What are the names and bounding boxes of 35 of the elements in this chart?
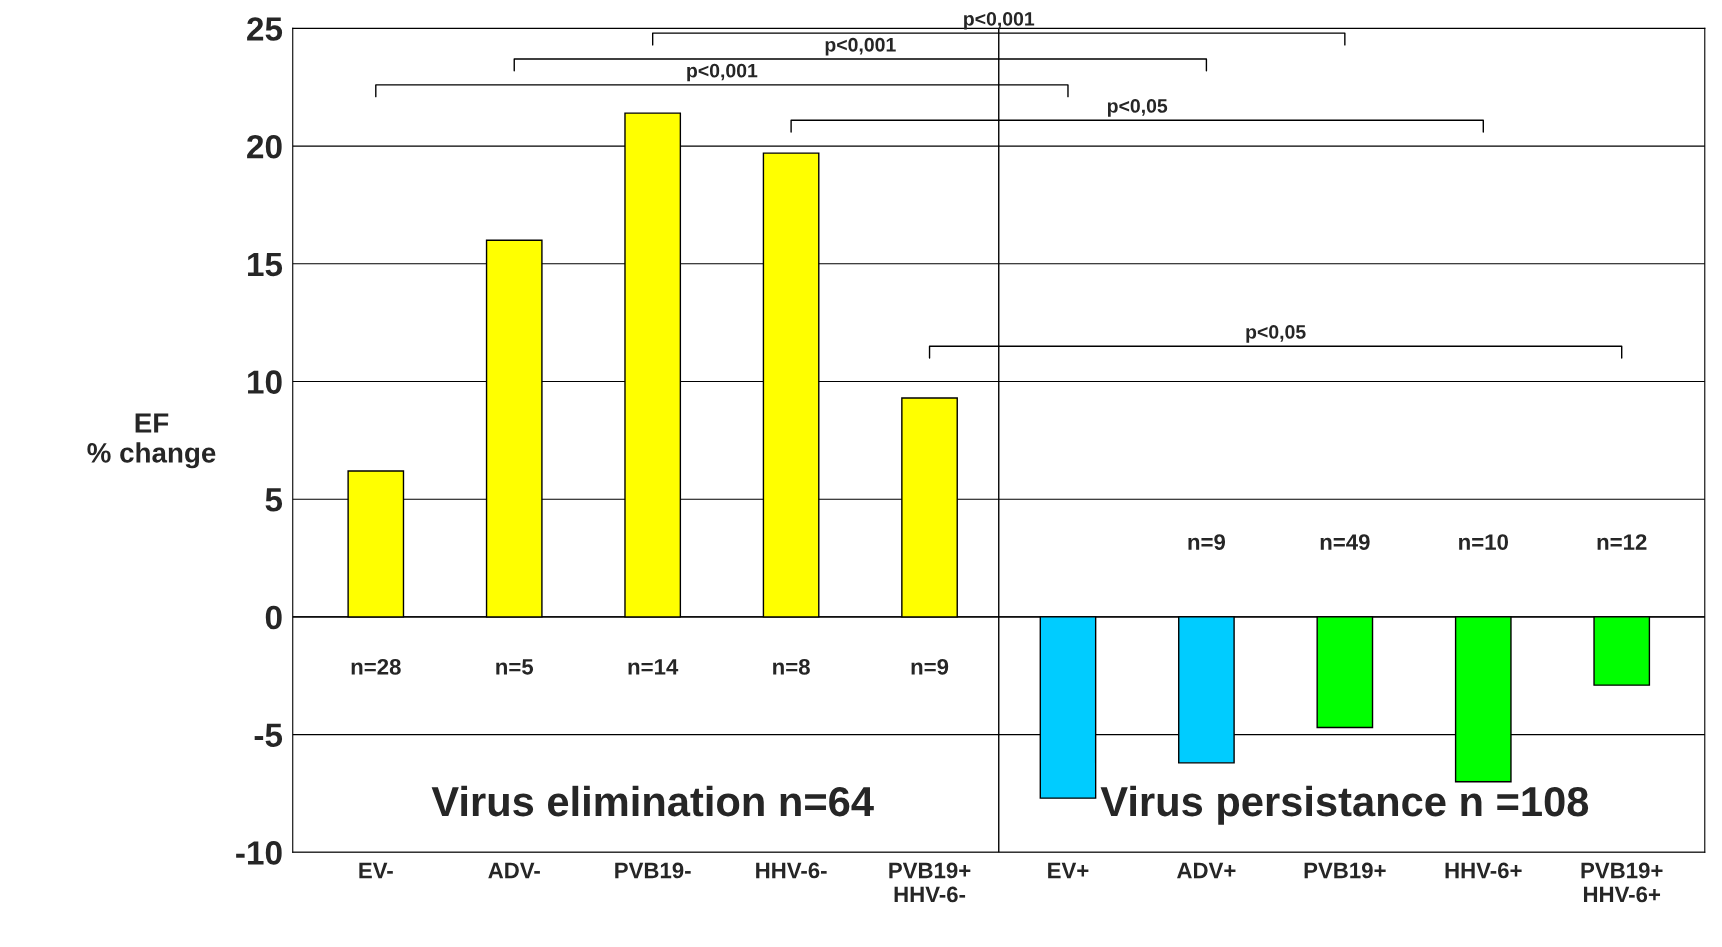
x-tick-label: ADV+: [1177, 862, 1236, 879]
x-tick-label: HHV-6-: [756, 862, 827, 879]
y-tick-label: 15: [248, 252, 283, 277]
y-tick-label: 10: [248, 370, 282, 394]
y-tick-label: 5: [265, 488, 283, 512]
x-tick-label: PVB19+: [1304, 862, 1386, 879]
x-tick-label: EV+: [1048, 862, 1089, 879]
y-axis-title: EF % change: [87, 413, 216, 469]
x-tick-label: PVB19-: [615, 862, 691, 879]
annotation: p<0,05: [1246, 325, 1306, 343]
annotation: n=8: [773, 658, 810, 675]
annotation: n=5: [496, 659, 534, 675]
annotation: n=9: [1188, 534, 1226, 550]
y-tick-label: 25: [247, 17, 283, 41]
y-tick-label: 20: [247, 134, 282, 159]
annotation: p<0,001: [825, 37, 896, 56]
x-tick-label: PVB19+ HHV-6+: [1581, 862, 1663, 903]
y-tick-label: -5: [254, 723, 283, 748]
annotation: n=28: [351, 658, 401, 675]
x-tick-label: EV-: [359, 862, 393, 879]
annotation: p<0,001: [964, 11, 1035, 30]
annotation: n=10: [1459, 534, 1509, 550]
annotation: n=14: [628, 659, 679, 675]
annotation: n=12: [1597, 534, 1647, 550]
y-tick-label: -10: [236, 841, 282, 865]
annotation: p<0,001: [687, 63, 758, 82]
annotation: n=9: [911, 658, 949, 675]
x-tick-label: PVB19+ HHV-6-: [889, 862, 971, 903]
annotation: Virus persistance n =108: [1100, 785, 1589, 825]
annotation: n=49: [1320, 534, 1370, 550]
x-tick-label: HHV-6+: [1445, 862, 1522, 879]
y-tick-label: 0: [265, 605, 282, 630]
x-tick-label: ADV-: [488, 862, 540, 879]
annotation: Virus elimination n=64: [431, 785, 874, 817]
annotation: p<0,05: [1107, 99, 1168, 117]
